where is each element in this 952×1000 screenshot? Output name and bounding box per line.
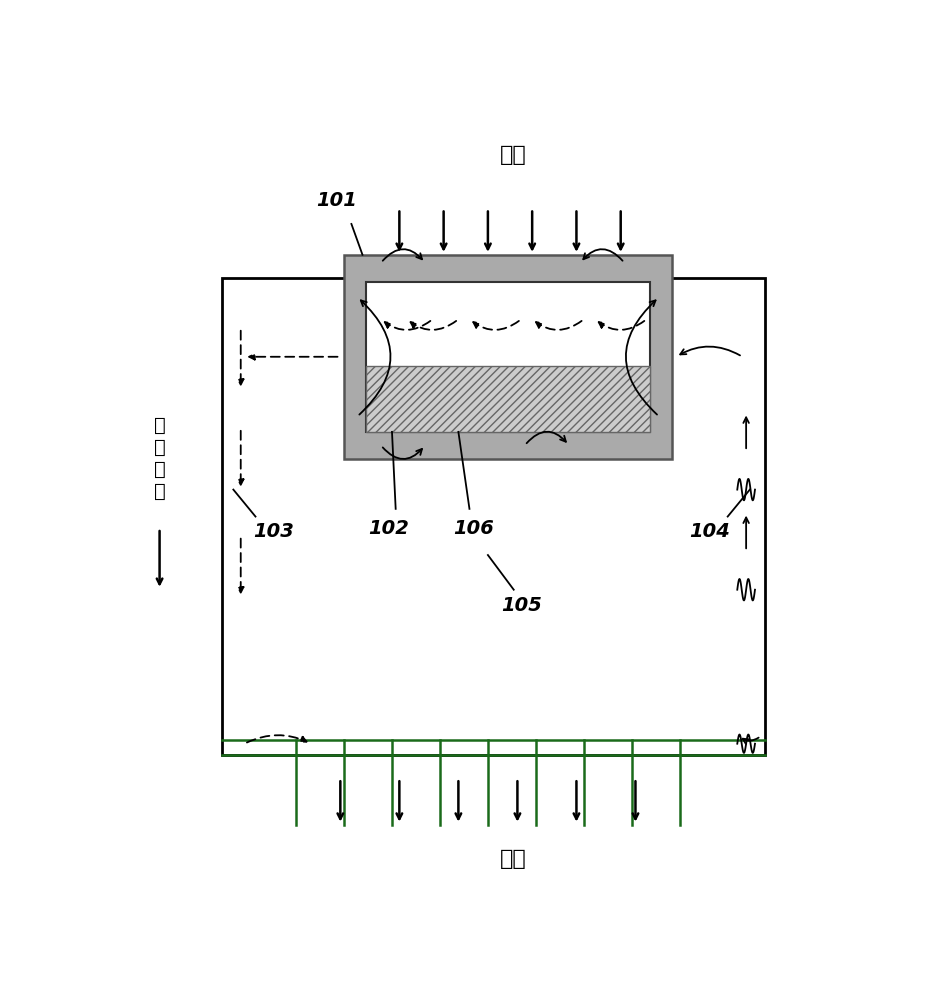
Text: 105: 105 <box>501 596 542 615</box>
Text: 热量: 热量 <box>501 849 527 869</box>
Text: 102: 102 <box>367 519 408 538</box>
Bar <box>344 255 672 459</box>
Bar <box>367 366 650 432</box>
Text: 101: 101 <box>316 191 357 210</box>
Text: 103: 103 <box>253 522 294 541</box>
Bar <box>223 278 764 755</box>
Text: 重
力
方
向: 重 力 方 向 <box>153 416 166 501</box>
Bar <box>367 282 650 432</box>
Text: 106: 106 <box>453 519 493 538</box>
Text: 热量: 热量 <box>501 145 527 165</box>
Text: 104: 104 <box>689 522 729 541</box>
